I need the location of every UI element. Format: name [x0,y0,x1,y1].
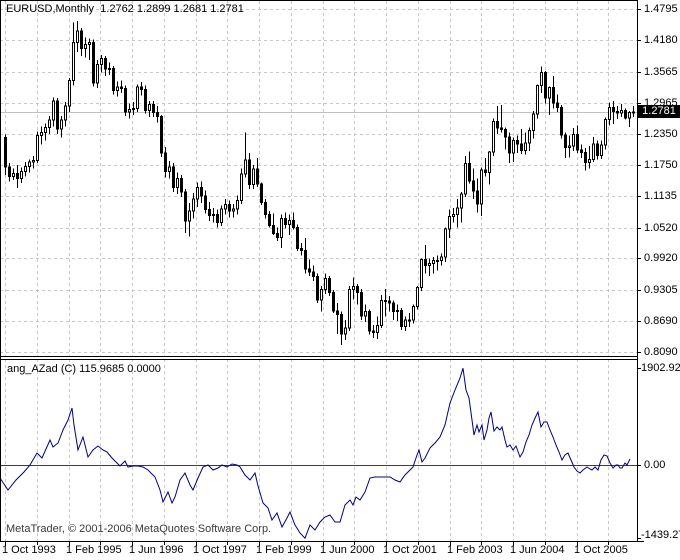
symbol-period-label: EURUSD,Monthly [6,3,95,15]
indicator-title: ang_AZad (C) 115.9685 0.0000 [7,363,161,375]
current-price-box: 1.2781 [638,105,680,118]
time-axis-label: 1 Jun 2004 [510,544,565,556]
indicator-axis-zero-label: 0.00 [644,459,666,471]
time-axis-label: 1 Jun 1996 [129,544,184,556]
ohlc-quote-label: 1.2762 1.2899 1.2681 1.2781 [100,3,244,15]
indicator-axis-max-label: 1902.924 [641,362,680,374]
price-axis-label: 1.2350 [644,128,678,140]
price-axis-label: 0.9920 [644,252,678,264]
price-axis-label: 1.1750 [644,159,678,171]
price-axis-label: 1.4180 [644,34,678,46]
time-axis-label: 1 Oct 1997 [193,544,247,556]
time-axis-label: 1 Feb 1999 [256,544,312,556]
metaquotes-watermark: MetaTrader, © 2001-2006 MetaQuotes Softw… [6,523,272,535]
time-axis-label: 1 Oct 1993 [2,544,56,556]
price-axis-label: 1.1135 [644,190,677,202]
time-axis-label: 1 Jun 2000 [320,544,375,556]
price-axis-label: 1.4795 [644,3,678,15]
chart-title: EURUSD,Monthly 1.2762 1.2899 1.2681 1.27… [6,3,244,15]
time-axis-label: 1 Feb 2003 [447,544,503,556]
price-axis-label: 1.0520 [644,222,678,234]
price-axis-label: 1.3565 [644,66,678,78]
price-axis-label: 0.8690 [644,315,678,327]
time-axis-label: 1 Oct 2001 [383,544,437,556]
price-axis-label: 0.9305 [644,284,678,296]
price-axis-label: 1.2965 [644,97,678,109]
time-axis-label: 1 Oct 2005 [574,544,628,556]
indicator-axis-min-label: -1439.27 [641,529,680,541]
price-axis-label: 0.8090 [644,346,678,358]
time-axis-label: 1 Feb 1995 [66,544,122,556]
